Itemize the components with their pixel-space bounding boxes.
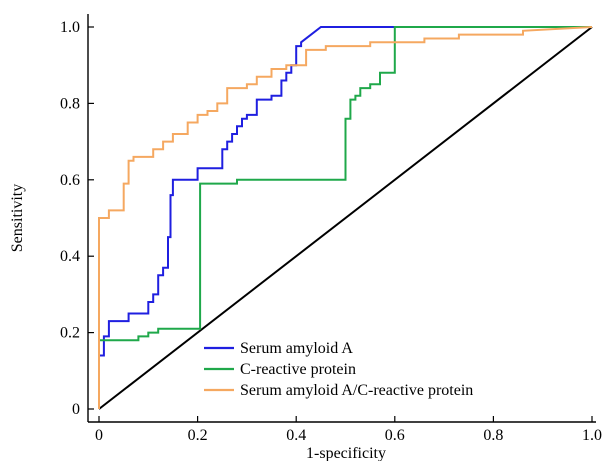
x-tick-label: 0.6 <box>385 427 405 444</box>
series-lines <box>98 26 593 409</box>
y-ticks: 0 0.2 0.4 0.6 0.8 1.0 <box>60 19 94 418</box>
y-tick-label: 0.2 <box>60 325 80 342</box>
x-tick-label: 0 <box>95 427 103 444</box>
x-tick-label: 0.8 <box>483 427 503 444</box>
series-line-1 <box>98 26 592 409</box>
y-tick-label: 0.6 <box>60 172 80 189</box>
y-tick-label: 0.4 <box>60 248 80 265</box>
y-tick-label: 1.0 <box>60 19 80 36</box>
legend-label: C-reactive protein <box>240 361 356 378</box>
axes <box>87 14 596 423</box>
y-tick-label: 0 <box>72 401 80 418</box>
legend: Serum amyloid A C-reactive protein Serum a… <box>204 340 473 399</box>
x-axis-title: 1-specificity <box>306 445 386 461</box>
x-tick-label: 1.0 <box>582 427 602 444</box>
legend-label: Serum amyloid A/C-reactive protein <box>240 382 473 399</box>
x-tick-label: 0.2 <box>188 427 208 444</box>
y-tick-label: 0.8 <box>60 95 80 112</box>
legend-label: Serum amyloid A <box>240 340 353 357</box>
reference-diagonal-line <box>98 26 593 410</box>
x-tick-label: 0.4 <box>286 427 306 444</box>
series-line-0 <box>98 26 533 409</box>
series-line-2 <box>98 26 593 409</box>
x-ticks: 0 0.2 0.4 0.6 0.8 1.0 <box>95 416 602 444</box>
y-axis-title: Sensitivity <box>9 184 26 252</box>
